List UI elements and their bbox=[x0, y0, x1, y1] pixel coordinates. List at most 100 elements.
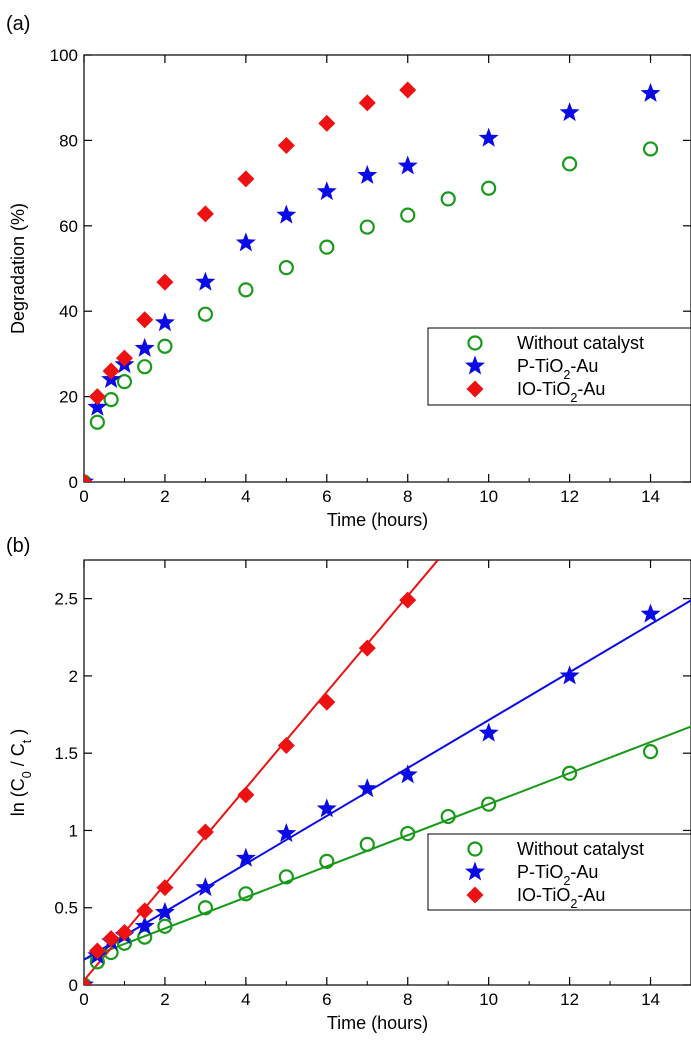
data-point bbox=[277, 736, 295, 754]
data-point bbox=[102, 930, 120, 948]
data-point bbox=[116, 374, 133, 390]
x-tick-label: 0 bbox=[79, 990, 88, 1009]
data-point bbox=[84, 473, 93, 482]
data-point bbox=[115, 923, 133, 941]
data-point bbox=[357, 778, 378, 798]
data-point bbox=[399, 591, 417, 609]
data-point bbox=[89, 414, 105, 430]
x-tick-label: 12 bbox=[560, 487, 579, 506]
data-point bbox=[440, 191, 456, 207]
data-point bbox=[196, 823, 214, 841]
data-point bbox=[478, 722, 499, 742]
data-point bbox=[137, 359, 153, 375]
x-tick-label: 14 bbox=[641, 990, 660, 1009]
data-point bbox=[157, 338, 173, 354]
legend-label: P-TiO2-Au bbox=[517, 356, 598, 382]
panel-a: (a) 0 2 4 6 8 10 12 14 0 20 40 60 80 100 Time (hours) De… bbox=[6, 13, 691, 530]
y-tick-label: 0.5 bbox=[54, 899, 78, 918]
data-point bbox=[235, 847, 256, 867]
data-point bbox=[197, 306, 213, 322]
data-point bbox=[134, 915, 155, 935]
y-axis-title: Degradation (%) bbox=[8, 203, 28, 334]
data-point bbox=[277, 137, 295, 155]
data-point bbox=[642, 141, 659, 157]
data-point bbox=[358, 94, 376, 112]
data-point bbox=[154, 312, 175, 332]
data-series bbox=[84, 744, 659, 985]
panel-b: (b) 0 2 4 6 8 10 12 14 0 0.5 1 1.5 2 2.5 Time (hours) ln… bbox=[6, 535, 691, 1033]
x-tick-label: 14 bbox=[641, 487, 660, 506]
x-axis-title: Time (hours) bbox=[327, 1013, 428, 1033]
data-point bbox=[88, 942, 106, 960]
plot-frame bbox=[83, 559, 691, 986]
legend-marker bbox=[467, 335, 483, 351]
y-tick-label: 1.5 bbox=[54, 744, 78, 763]
data-point bbox=[319, 239, 335, 255]
data-point bbox=[238, 886, 254, 902]
data-point bbox=[102, 362, 120, 380]
x-tick-label: 10 bbox=[479, 487, 498, 506]
y-tick-label: 0 bbox=[69, 473, 78, 492]
plot-frame bbox=[83, 54, 691, 483]
y-tick-label: 80 bbox=[59, 131, 78, 150]
panel-label: (b) bbox=[6, 535, 30, 557]
data-point bbox=[237, 170, 255, 188]
data-point bbox=[318, 693, 336, 711]
fit-line bbox=[84, 599, 691, 961]
data-point bbox=[357, 164, 378, 184]
legend-label: Without catalyst bbox=[517, 839, 644, 859]
y-tick-label: 20 bbox=[59, 388, 78, 407]
data-point bbox=[640, 603, 661, 623]
x-tick-label: 2 bbox=[160, 990, 169, 1009]
legend-label: Without catalyst bbox=[517, 333, 644, 353]
y-axis-title: ln (C0 / Ct ) bbox=[8, 729, 34, 817]
data-point bbox=[319, 853, 335, 869]
plot-area bbox=[84, 81, 661, 482]
data-point bbox=[358, 639, 376, 657]
fit-line bbox=[84, 560, 439, 982]
data-series bbox=[84, 141, 659, 482]
legend-label: IO-TiO2-Au bbox=[517, 379, 605, 405]
data-point bbox=[440, 808, 456, 825]
legend-label: IO-TiO2-Au bbox=[517, 885, 605, 911]
data-point bbox=[84, 976, 93, 985]
data-point bbox=[276, 204, 297, 224]
x-tick-label: 10 bbox=[479, 990, 498, 1009]
y-tick-label: 60 bbox=[59, 217, 78, 236]
data-point bbox=[195, 271, 216, 291]
panel-label: (a) bbox=[6, 13, 30, 35]
y-tick-label: 2 bbox=[69, 667, 78, 686]
data-series bbox=[84, 81, 417, 482]
data-point bbox=[561, 156, 578, 172]
data-point bbox=[88, 388, 106, 406]
data-point bbox=[196, 205, 214, 223]
plot-area bbox=[84, 560, 691, 985]
data-point bbox=[318, 114, 336, 132]
data-point bbox=[316, 181, 337, 201]
data-point bbox=[359, 219, 375, 235]
x-tick-label: 12 bbox=[560, 990, 579, 1009]
data-point bbox=[278, 869, 294, 885]
x-tick-label: 6 bbox=[322, 487, 331, 506]
data-series bbox=[84, 591, 417, 985]
data-series bbox=[84, 603, 661, 985]
data-point bbox=[397, 155, 418, 175]
data-point bbox=[397, 764, 418, 784]
data-point bbox=[400, 825, 416, 842]
data-point bbox=[235, 232, 256, 252]
x-tick-label: 4 bbox=[241, 990, 250, 1009]
data-point bbox=[559, 102, 580, 122]
legend-marker bbox=[466, 380, 484, 398]
data-point bbox=[481, 180, 497, 196]
legend-label: P-TiO2-Au bbox=[517, 862, 598, 888]
data-point bbox=[87, 396, 108, 416]
x-tick-label: 8 bbox=[403, 487, 412, 506]
data-point bbox=[278, 260, 294, 276]
legend-marker bbox=[466, 886, 484, 904]
data-point bbox=[103, 391, 119, 408]
legend-marker bbox=[467, 841, 483, 857]
y-tick-label: 1 bbox=[69, 821, 78, 840]
data-point bbox=[237, 786, 255, 804]
